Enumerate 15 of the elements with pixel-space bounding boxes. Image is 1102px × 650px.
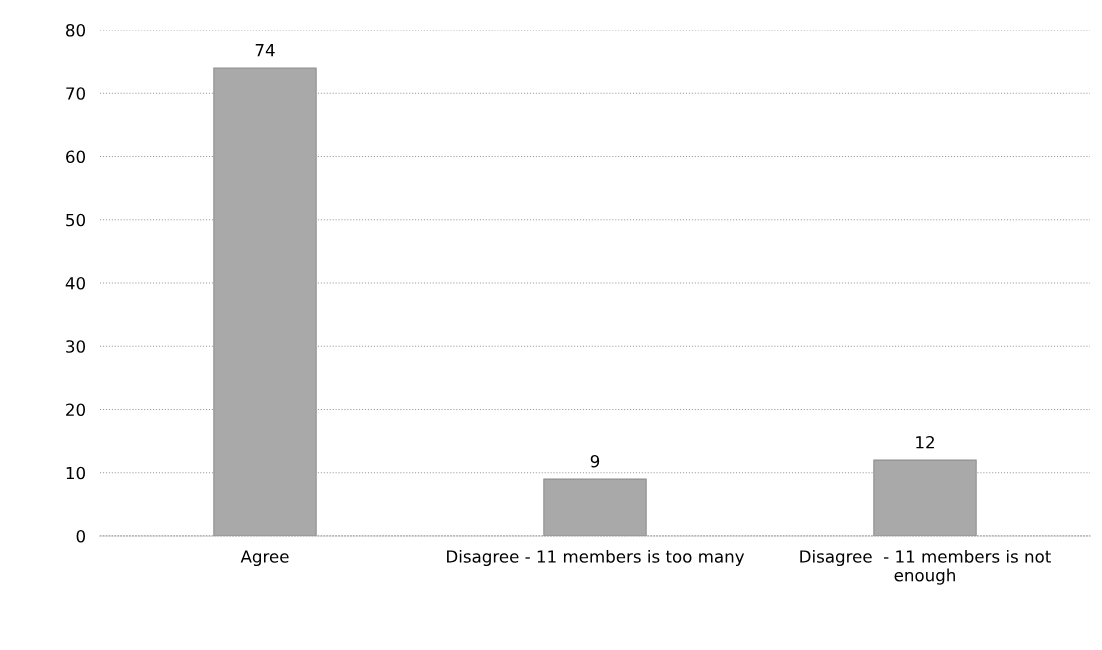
x-tick-label: Disagree - 11 members is too many: [447, 549, 745, 567]
x-tick-label: Agree: [240, 550, 289, 567]
data-label: 12: [916, 435, 934, 449]
x-tick-label: Disagree - 11 members is not enough: [800, 549, 1051, 585]
y-tick-label: 30: [66, 340, 85, 353]
y-tick-label: 40: [65, 276, 85, 290]
y-tick-label: 20: [66, 403, 85, 417]
y-tick-label: 10: [66, 466, 85, 480]
y-tick-label: 60: [66, 150, 85, 164]
y-tick-label: 80: [66, 23, 85, 37]
y-tick-label: 50: [66, 213, 85, 227]
y-tick-label: 0: [76, 529, 85, 543]
data-label: 74: [255, 44, 275, 57]
data-label: 9: [590, 454, 600, 468]
y-tick-label: 70: [66, 87, 85, 100]
